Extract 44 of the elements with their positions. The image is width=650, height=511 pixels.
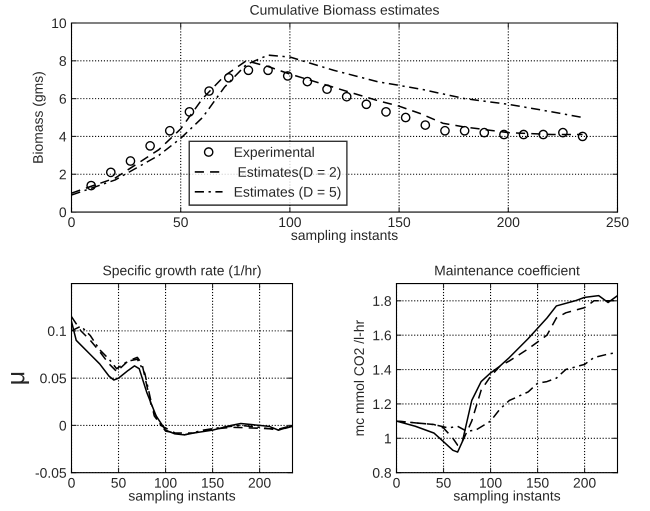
y-tick-label: 2 <box>60 170 66 180</box>
y-tick-label: 10 <box>52 18 66 28</box>
chart-title: Cumulative Biomass estimates <box>250 4 439 15</box>
y-tick-label: 0.05 <box>40 373 66 384</box>
x-tick-label: 100 <box>279 217 301 228</box>
y-tick-label: -0.05 <box>36 468 66 478</box>
y-tick-label: 0 <box>59 420 66 431</box>
y-tick-label: 8 <box>60 56 66 66</box>
y-tick-label: 1.4 <box>373 365 392 375</box>
x-tick-label: 0 <box>393 478 400 488</box>
x-tick-label: 250 <box>606 217 629 228</box>
x-tick-label: 150 <box>527 478 549 488</box>
x-tick-label: 150 <box>202 478 224 488</box>
legend-label: Experimental <box>234 146 314 160</box>
x-tick-label: 50 <box>111 478 126 488</box>
x-tick-label: 150 <box>388 217 410 228</box>
x-tick-label: 100 <box>155 478 177 488</box>
y-axis-title: μ <box>11 372 30 384</box>
legend-label: Estimates (D = 5) <box>234 186 340 200</box>
y-tick-label: 4 <box>59 132 66 142</box>
y-tick-label: 1.6 <box>373 330 392 340</box>
x-tick-label: 100 <box>480 478 502 488</box>
y-tick-label: 1.8 <box>373 296 392 306</box>
x-tick-label: 50 <box>174 217 188 228</box>
x-axis-title: sampling instants <box>128 490 236 504</box>
x-tick-label: 0 <box>68 478 75 488</box>
x-tick-label: 50 <box>436 478 451 488</box>
x-tick-label: 200 <box>574 478 596 488</box>
y-axis-title: Biomass (gms) <box>32 72 46 163</box>
y-tick-label: 0.1 <box>48 326 66 336</box>
legend-label: Estimates(D = 2) <box>238 166 340 180</box>
y-tick-label: 0 <box>59 207 66 218</box>
x-tick-label: 200 <box>497 217 520 228</box>
chart-title: Maintenance coefficient <box>435 265 580 276</box>
y-tick-label: 1 <box>384 434 391 444</box>
y-tick-label: 0.8 <box>372 468 392 478</box>
y-axis-title: mc mmol CO2 /l-hr <box>354 320 364 436</box>
y-tick-label: 6 <box>60 94 66 104</box>
x-axis-title: sampling instants <box>291 230 398 243</box>
x-tick-label: 0 <box>68 217 75 228</box>
y-tick-label: 1.2 <box>373 399 391 409</box>
x-tick-label: 200 <box>248 478 271 488</box>
chart-title: Specific growth rate (1/hr) <box>103 265 261 278</box>
x-axis-title: sampling instants <box>454 490 560 504</box>
